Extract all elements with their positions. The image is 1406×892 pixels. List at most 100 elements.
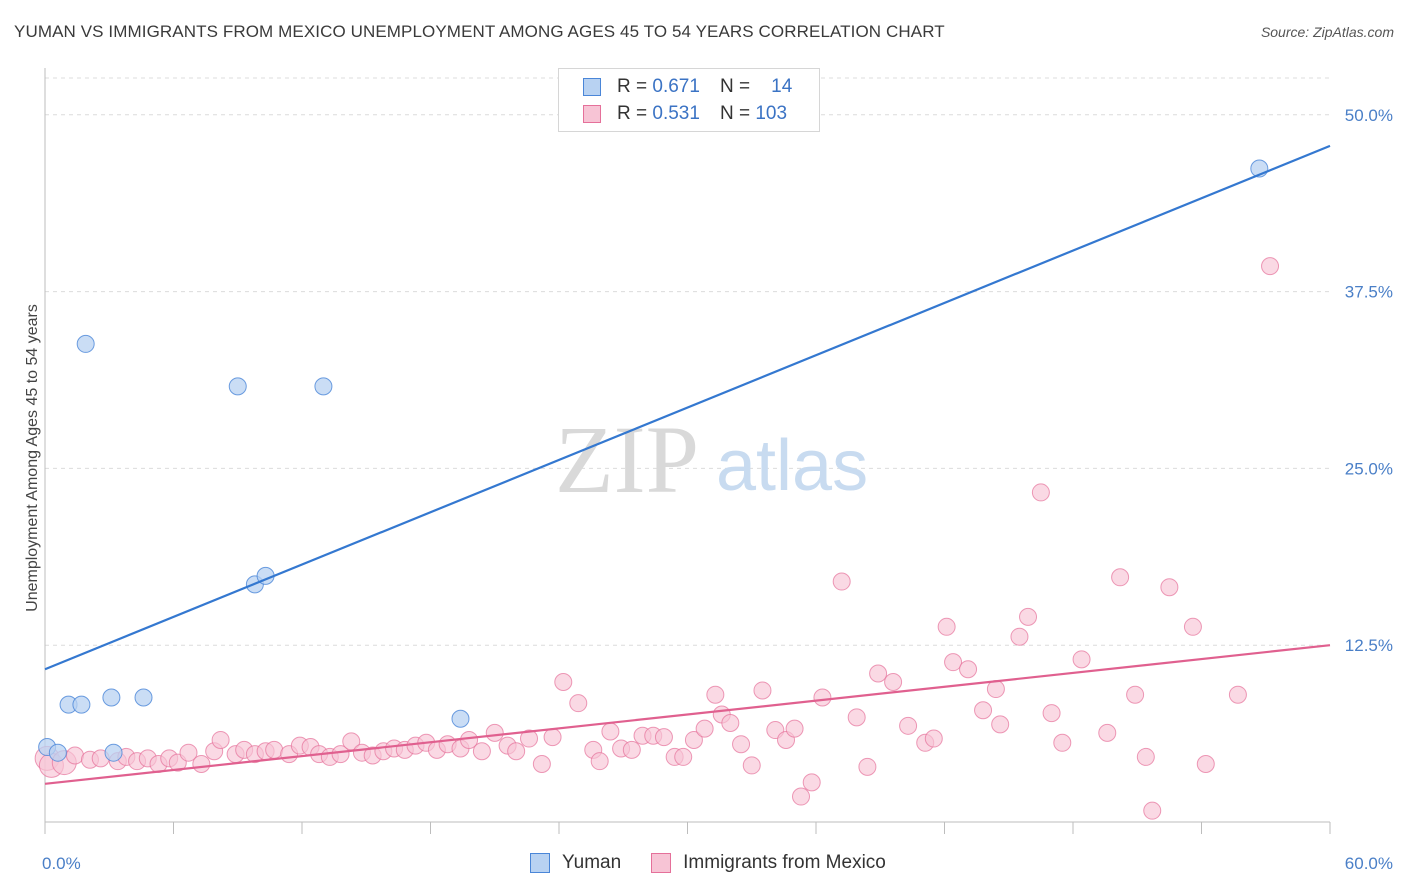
- x-tick-label: 0.0%: [42, 854, 81, 873]
- data-point-mexico: [674, 747, 693, 766]
- data-point-mexico: [1228, 685, 1247, 704]
- data-point-mexico: [211, 730, 230, 749]
- data-point-mexico: [532, 755, 551, 774]
- data-point-yuman: [134, 688, 153, 707]
- data-point-mexico: [858, 757, 877, 776]
- data-point-mexico: [472, 742, 491, 761]
- data-point-mexico: [485, 723, 504, 742]
- data-point-mexico: [924, 729, 943, 748]
- data-point-mexico: [622, 740, 641, 759]
- legend-r-value: 0.671: [652, 76, 700, 97]
- data-point-mexico: [802, 773, 821, 792]
- data-point-mexico: [991, 715, 1010, 734]
- data-point-mexico: [832, 572, 851, 591]
- data-point-mexico: [1136, 747, 1155, 766]
- watermark: ZIP atlas: [555, 406, 868, 513]
- data-point-yuman: [102, 688, 121, 707]
- data-point-mexico: [590, 752, 609, 771]
- legend-swatch-yuman: [530, 853, 550, 873]
- axes: [44, 68, 1331, 834]
- legend-n-value: 14: [771, 76, 793, 97]
- data-point-yuman: [314, 377, 333, 396]
- data-point-mexico: [869, 664, 888, 683]
- data-point-mexico: [753, 681, 772, 700]
- y-tick-label: 25.0%: [1345, 459, 1393, 478]
- data-point-yuman: [104, 743, 123, 762]
- data-point-mexico: [742, 756, 761, 775]
- legend-r-label: R =: [617, 76, 648, 97]
- legend-n-label: N =: [719, 103, 751, 124]
- y-axis-label: Unemployment Among Ages 45 to 54 years: [24, 304, 41, 612]
- data-point-mexico: [569, 694, 588, 713]
- legend-r-label: R =: [617, 103, 648, 124]
- data-point-yuman: [228, 377, 247, 396]
- trend-line-yuman: [44, 144, 1331, 671]
- data-point-mexico: [974, 701, 993, 720]
- data-point-mexico: [601, 722, 620, 741]
- data-point-yuman: [48, 743, 67, 762]
- data-point-mexico: [65, 746, 84, 765]
- data-point-mexico: [265, 740, 284, 759]
- watermark-atlas: atlas: [716, 426, 868, 506]
- data-point-mexico: [1196, 755, 1215, 774]
- data-point-mexico: [792, 787, 811, 806]
- data-point-mexico: [1019, 607, 1038, 626]
- series-yuman-points: [38, 159, 1269, 762]
- series-legend: Yuman Immigrants from Mexico: [530, 852, 916, 874]
- legend-n-value: 103: [755, 103, 788, 124]
- data-point-mexico: [554, 672, 573, 691]
- y-tick-label: 12.5%: [1345, 636, 1393, 655]
- data-point-yuman: [76, 334, 95, 353]
- data-point-mexico: [507, 742, 526, 761]
- data-point-mexico: [899, 716, 918, 735]
- x-tick-label: 60.0%: [1345, 854, 1393, 873]
- data-point-yuman: [72, 695, 91, 714]
- data-point-yuman: [451, 709, 470, 728]
- trend-lines: [44, 144, 1331, 785]
- legend-swatch-yuman: [583, 78, 601, 96]
- data-point-mexico: [1010, 627, 1029, 646]
- tick-labels: 12.5% 25.0% 37.5% 50.0% 0.0% 60.0%: [42, 106, 1393, 873]
- data-point-mexico: [520, 729, 539, 748]
- data-point-mexico: [543, 728, 562, 747]
- data-point-mexico: [654, 728, 673, 747]
- data-point-mexico: [1111, 568, 1130, 587]
- data-point-mexico: [179, 743, 198, 762]
- legend-swatch-mexico: [651, 853, 672, 873]
- data-point-mexico: [721, 713, 740, 732]
- data-point-mexico: [944, 653, 963, 672]
- chart-title: YUMAN VS IMMIGRANTS FROM MEXICO UNEMPLOY…: [14, 22, 945, 41]
- data-point-mexico: [1042, 704, 1061, 723]
- data-point-mexico: [1072, 650, 1091, 669]
- legend-swatch-mexico: [583, 105, 601, 123]
- y-tick-label: 37.5%: [1345, 283, 1393, 302]
- data-point-mexico: [1160, 578, 1179, 597]
- legend-row-yuman: R = 0.671 N = 14: [583, 75, 792, 99]
- data-point-mexico: [684, 730, 703, 749]
- data-point-mexico: [937, 617, 956, 636]
- legend-n-label: N =: [719, 76, 751, 97]
- data-point-mexico: [706, 685, 725, 704]
- legend-r-value: 0.531: [652, 103, 700, 124]
- grid-lines: [45, 77, 1330, 646]
- legend-item-mexico: Immigrants from Mexico: [651, 852, 886, 874]
- data-point-mexico: [1031, 483, 1050, 502]
- data-point-mexico: [847, 708, 866, 727]
- data-point-mexico: [785, 719, 804, 738]
- series-mexico-points: [34, 257, 1280, 820]
- data-point-mexico: [884, 672, 903, 691]
- data-point-mexico: [331, 745, 350, 764]
- legend-label-yuman: Yuman: [562, 852, 622, 873]
- legend-label-mexico: Immigrants from Mexico: [683, 852, 886, 873]
- data-point-mexico: [1098, 723, 1117, 742]
- data-point-mexico: [695, 719, 714, 738]
- data-point-mexico: [732, 735, 751, 754]
- data-point-mexico: [1261, 257, 1280, 276]
- correlation-legend: R = 0.671 N = 14 R = 0.531 N = 103: [558, 68, 820, 132]
- data-point-mexico: [986, 680, 1005, 699]
- data-point-mexico: [1126, 685, 1145, 704]
- legend-row-mexico: R = 0.531 N = 103: [583, 102, 787, 126]
- y-tick-label: 50.0%: [1345, 106, 1393, 125]
- data-point-mexico: [1143, 801, 1162, 820]
